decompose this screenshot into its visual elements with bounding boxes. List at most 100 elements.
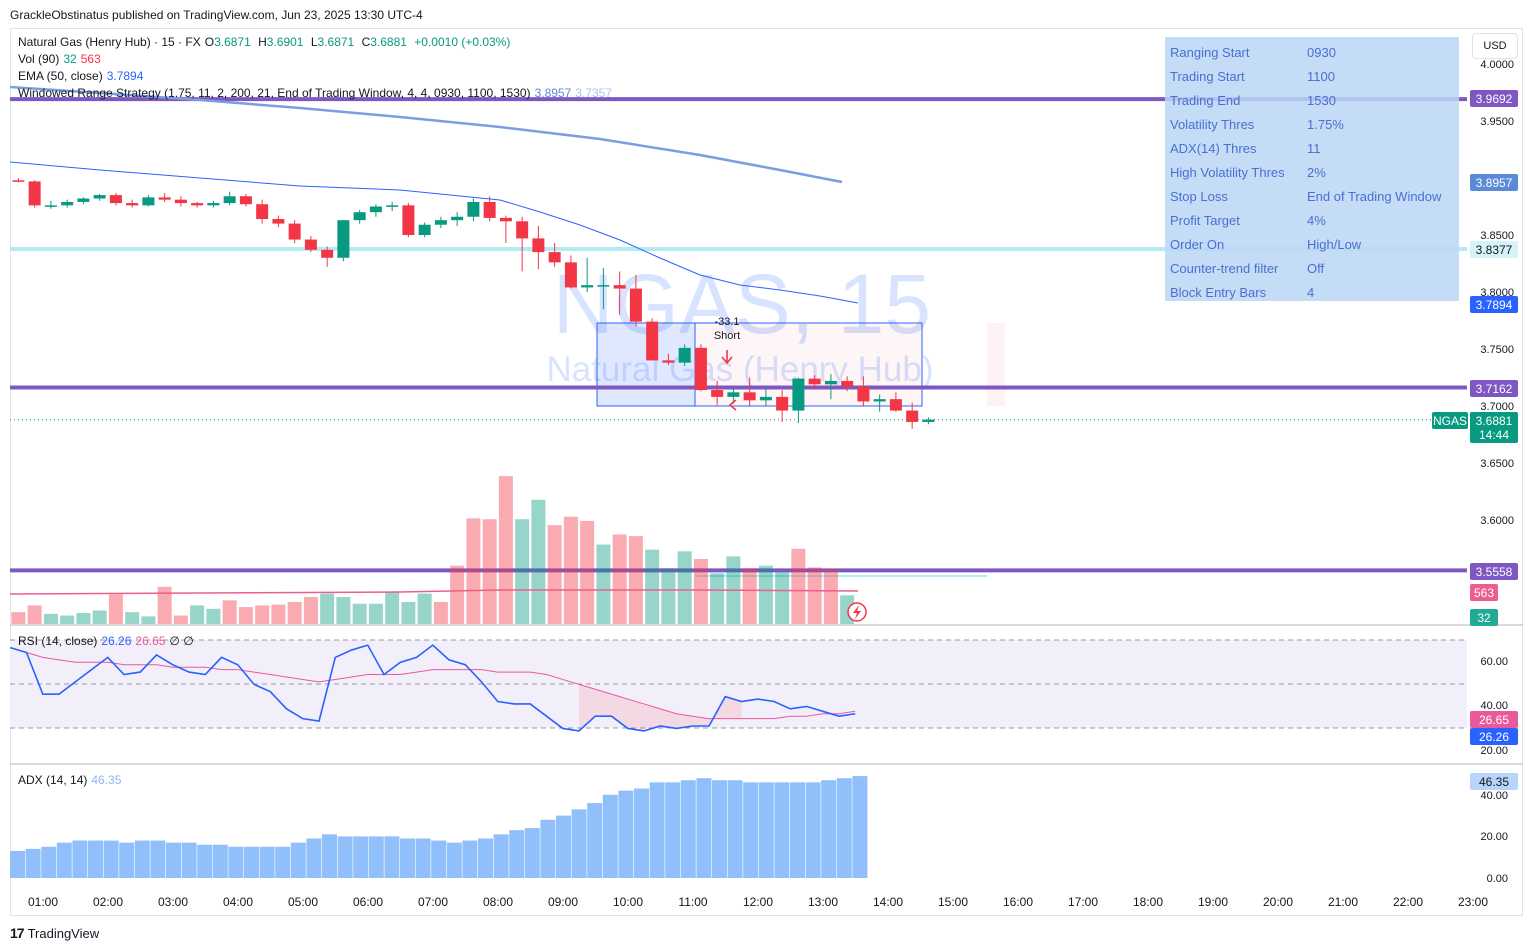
candle-body [792,378,805,411]
info-value: 4% [1307,212,1326,228]
candle-body [337,220,350,258]
candle-body [239,196,252,205]
strategy-line [9,85,843,184]
adx-bar [306,838,322,878]
time-tick: 18:00 [1133,895,1163,909]
info-value: 1.75% [1307,116,1344,132]
candle-body [613,285,626,289]
trading-zone-box [694,322,923,407]
candle-body [191,203,204,206]
time-tick: 12:00 [743,895,773,909]
volume-bar [401,602,416,624]
adx-bar [493,834,509,878]
rsi-label: 26.26 [1470,728,1518,745]
last-price-label: 3.6881 [1470,412,1518,429]
adx-bar [10,850,25,878]
info-table: Ranging Start 0930 Trading Start 1100 Tradin… [1170,40,1441,304]
info-row: Ranging Start 0930 [1170,40,1441,64]
info-row: Order On High/Low [1170,232,1441,256]
time-tick: 11:00 [678,895,707,909]
time-tick: 04:00 [223,895,253,909]
adx-bar [166,842,181,878]
rsi-legend[interactable]: RSI (14, close) 26.26 26.65 ∅ ∅ [18,634,194,648]
short-arrow-icon [721,350,733,365]
info-value: 11 [1307,140,1321,156]
adx-bar [259,846,275,878]
volume-bar [320,593,335,624]
volume-bar [807,567,822,624]
candle-body [824,380,837,385]
candle-body [434,220,447,225]
tradingview-logo[interactable]: 17 TradingView [10,925,100,941]
adx-bar [88,840,103,878]
volume-bar [693,558,708,624]
ema-legend[interactable]: EMA (50, close) 3.7894 [18,69,144,83]
adx-legend[interactable]: ADX (14, 14) 46.35 [18,773,122,787]
purple-low-price-label: 3.5558 [1470,563,1518,580]
time-tick: 14:00 [873,895,903,909]
info-key: Profit Target [1170,212,1240,228]
price-tick: 4.0000 [1480,59,1514,71]
candle-body [646,321,659,361]
info-value: 1100 [1307,68,1335,84]
adx-bar [665,782,681,878]
adx-bar [212,844,228,878]
volume-bar [742,568,757,624]
adx-bar [571,809,587,878]
adx-bar [727,780,743,878]
price-tick: 3.8500 [1480,230,1514,242]
volume-bar [677,551,692,624]
candle-body [889,399,902,411]
adx-bar [790,782,805,878]
adx-bar [228,846,244,878]
volume-bar [271,604,286,624]
price-tick: 3.7500 [1480,344,1514,356]
volume-bar [352,603,367,624]
candle-body [662,360,675,363]
change-value: +0.0010 (+0.03%) [414,35,511,49]
candle-body [564,262,577,288]
info-key: ADX(14) Thres [1170,140,1257,156]
candle-body [369,206,382,213]
ema-line [9,161,859,304]
time-tick: 08:00 [483,895,513,909]
adx-bar [712,780,727,878]
rsi-tick: 60.00 [1480,656,1508,668]
volume-bar [141,616,156,624]
candle-body [321,249,334,258]
watermark-title: NGAS, 15 [553,257,931,351]
time-tick: 13:00 [808,895,838,909]
adx-bar [680,780,696,878]
adx-bar [400,838,415,878]
symbol-name[interactable]: Natural Gas (Henry Hub) · 15 · FX [18,35,201,49]
candle-body [353,212,366,221]
volume-bar [823,569,838,624]
adx-bar [758,782,774,878]
info-value: Off [1307,260,1325,276]
candle-body [629,288,642,322]
purple-mid-price-label: 3.7162 [1470,380,1518,397]
candle-body [922,419,935,422]
info-key: Ranging Start [1170,44,1250,60]
adx-tick: 20.00 [1480,831,1508,843]
volume-bar [108,594,123,624]
candle-body [597,285,610,287]
volume-legend[interactable]: Vol (90) 32 563 [18,52,101,66]
currency-button[interactable]: USD [1472,33,1518,59]
volume-bar [190,605,205,624]
candle-body [499,217,512,222]
adx-bar [41,846,57,878]
volume-bar [173,615,188,624]
ranging-zone-box [596,322,696,407]
volume-bar [710,573,725,624]
candle-body [418,224,431,235]
volume-bar [661,568,676,624]
low-value: 3.6871 [317,35,355,49]
volume-bar [466,518,481,624]
adx-bar [25,848,41,878]
info-row: Counter-trend filter Off [1170,256,1441,280]
volume-bar [11,612,26,624]
candle-body [727,392,740,397]
strategy-legend[interactable]: Windowed Range Strategy (1.75, 11, 2, 20… [18,86,612,100]
